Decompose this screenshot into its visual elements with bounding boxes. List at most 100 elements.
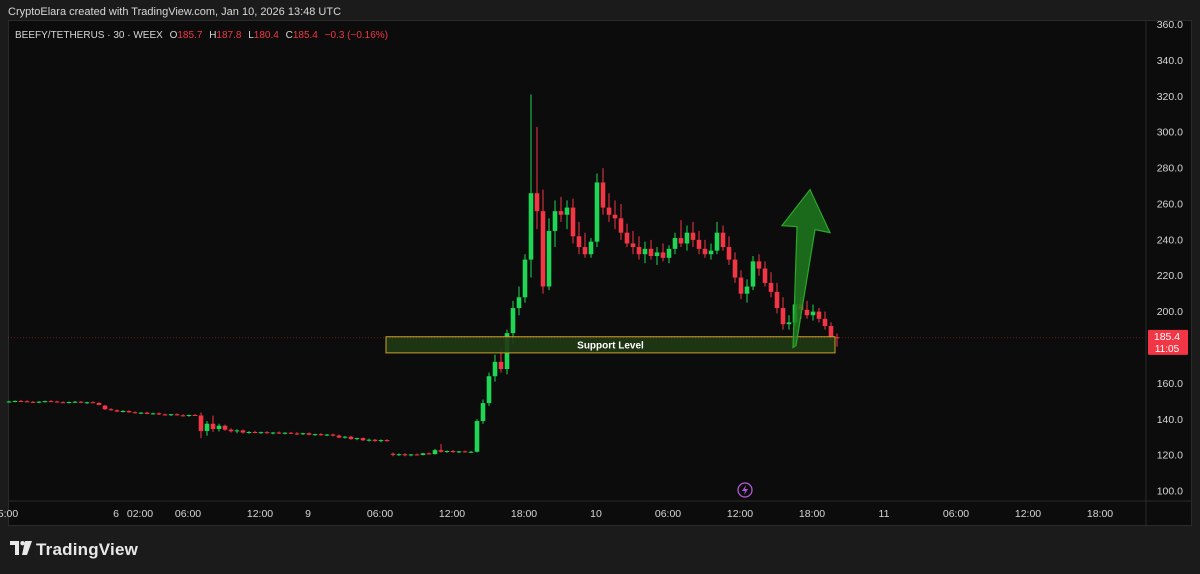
support-zone xyxy=(385,336,836,354)
candle-body xyxy=(804,309,810,316)
x-tick-label: 10 xyxy=(590,508,602,520)
candle-body xyxy=(222,425,228,430)
candle-body xyxy=(534,193,540,212)
candle-body xyxy=(372,439,378,441)
candle xyxy=(426,452,432,455)
candle-body xyxy=(360,438,366,441)
candle-body xyxy=(276,432,282,434)
candle xyxy=(612,200,618,230)
candle-body xyxy=(270,432,276,434)
legend-close-value: 185.4 xyxy=(292,30,318,41)
candle-body xyxy=(612,214,618,219)
x-tick-label: 06:00 xyxy=(175,508,201,520)
candle-body xyxy=(462,451,468,453)
candle-body xyxy=(96,402,102,405)
attribution-text: CryptoElara created with TradingView.com… xyxy=(8,6,342,18)
y-tick-label: 200.0 xyxy=(1157,306,1183,318)
candle-body xyxy=(168,414,174,416)
candle xyxy=(570,198,576,244)
candle xyxy=(282,432,288,435)
x-tick-label: 11 xyxy=(879,508,890,520)
candle-body xyxy=(468,451,474,453)
candle-body xyxy=(66,402,72,404)
candle xyxy=(258,431,264,434)
candle xyxy=(744,279,750,303)
candle-body xyxy=(54,401,60,403)
candle xyxy=(540,189,546,294)
candle-body xyxy=(180,415,186,417)
bar-countdown: 11:05 xyxy=(1155,344,1180,355)
y-tick-label: 140.0 xyxy=(1157,414,1183,426)
candle-body xyxy=(318,434,324,436)
candle xyxy=(600,168,606,215)
candle-body xyxy=(12,400,18,402)
candle-body xyxy=(324,434,330,436)
legend-high-value: 187.8 xyxy=(216,30,242,41)
candle xyxy=(300,432,306,436)
candle xyxy=(132,411,138,414)
candle-body xyxy=(396,454,402,456)
candle-body xyxy=(684,232,690,244)
candle-body xyxy=(780,308,786,325)
candle xyxy=(714,221,720,255)
candle-body xyxy=(294,433,300,435)
tradingview-logo[interactable]: TradingView xyxy=(10,538,138,562)
candle-body xyxy=(438,450,444,452)
chart-panel[interactable] xyxy=(8,20,1192,526)
candle-body xyxy=(444,451,450,453)
tv-mark-icon xyxy=(10,541,32,555)
candle xyxy=(264,431,270,434)
candle xyxy=(756,254,762,276)
candle-body xyxy=(750,261,756,287)
candle xyxy=(810,304,816,321)
candle-body xyxy=(654,252,660,257)
candle-body xyxy=(132,412,138,414)
candle-body xyxy=(618,218,624,233)
candle-body xyxy=(204,423,210,431)
candle-body xyxy=(600,182,606,208)
candle-body xyxy=(426,453,432,455)
candles-layer xyxy=(6,94,840,457)
tradingview-logo-icon xyxy=(10,540,32,560)
candle xyxy=(684,225,690,251)
symbol-legend: BEEFY/TETHERUS · 30 · WEEX O185.7 H187.8… xyxy=(15,30,388,41)
candle-body xyxy=(492,361,498,377)
x-tick-label: 12:00 xyxy=(439,508,465,520)
candle xyxy=(594,173,600,248)
y-tick-label: 240.0 xyxy=(1157,234,1183,246)
candle xyxy=(606,193,612,222)
candle xyxy=(558,196,564,222)
candle-body xyxy=(36,401,42,403)
candle xyxy=(588,238,594,258)
x-tick-label: 06:00 xyxy=(655,508,681,520)
x-tick-label: 18:00 xyxy=(799,508,825,520)
y-tick-label: 220.0 xyxy=(1157,270,1183,282)
candle-body xyxy=(816,311,822,319)
candle-body xyxy=(330,434,336,436)
candle xyxy=(648,239,654,260)
candle xyxy=(84,401,90,404)
candle xyxy=(24,400,30,403)
candle xyxy=(660,243,666,262)
candle xyxy=(678,220,684,248)
candle xyxy=(162,413,168,416)
candle xyxy=(486,372,492,406)
candle xyxy=(750,256,756,291)
candle-body xyxy=(516,297,522,309)
candle xyxy=(804,300,810,319)
x-tick-label: 06:00 xyxy=(367,508,393,520)
candle xyxy=(66,401,72,404)
candle-body xyxy=(510,308,516,334)
candle-body xyxy=(48,401,54,403)
candle-body xyxy=(72,401,78,403)
candle-body xyxy=(822,318,828,326)
candle-body xyxy=(216,425,222,429)
candle-body xyxy=(24,401,30,403)
candle-body xyxy=(138,412,144,414)
candle xyxy=(216,423,222,432)
candle-body xyxy=(18,400,24,402)
y-tick-label: 300.0 xyxy=(1157,127,1183,139)
candle-body xyxy=(594,182,600,242)
candle-body xyxy=(90,402,96,404)
